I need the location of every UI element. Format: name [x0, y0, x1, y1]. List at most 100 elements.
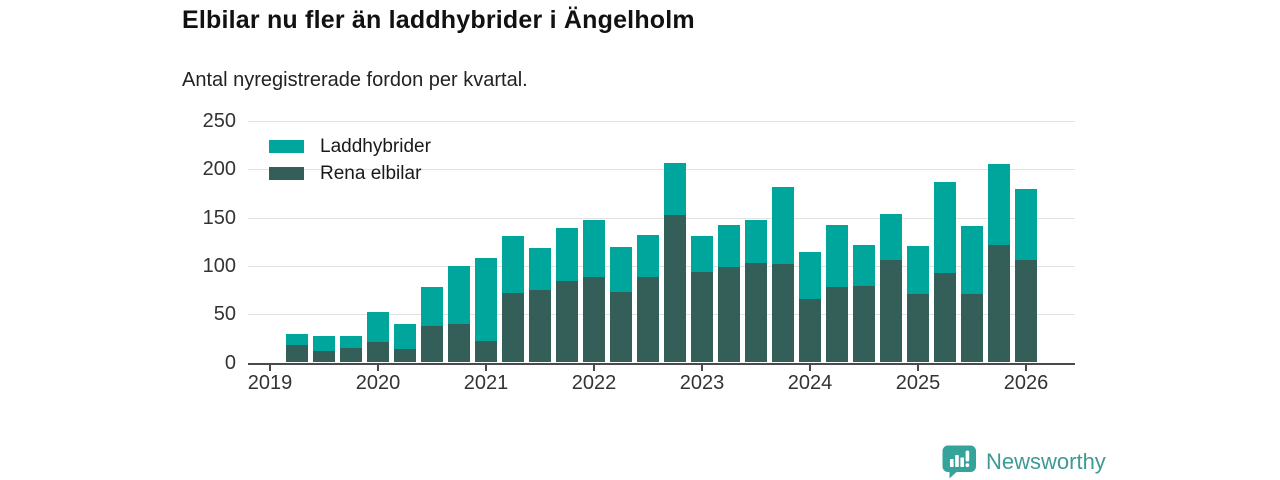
bar-2019-q4: [340, 336, 362, 363]
bar-2019-q2: [286, 333, 308, 363]
segment-laddhybrider: [745, 220, 767, 263]
segment-laddhybrider: [637, 234, 659, 278]
bar-2025-q3: [961, 226, 983, 363]
segment-rena-elbilar: [367, 342, 389, 363]
segment-rena-elbilar: [583, 276, 605, 363]
x-tick-2021: [485, 365, 487, 371]
segment-laddhybrider: [475, 258, 497, 342]
gridline-150: [248, 217, 1075, 219]
segment-rena-elbilar: [637, 277, 659, 363]
bar-2024-q4: [880, 213, 902, 363]
segment-rena-elbilar: [664, 214, 686, 363]
bar-2026-q1: [1015, 188, 1037, 363]
bar-2022-q3: [637, 234, 659, 363]
bar-2024-q3: [853, 244, 875, 363]
x-axis-label-2025: 2025: [895, 372, 941, 394]
bar-2022-q4: [664, 162, 686, 363]
segment-laddhybrider: [583, 220, 605, 277]
segment-rena-elbilar: [880, 260, 902, 363]
bar-2021-q3: [529, 247, 551, 363]
newsworthy-chart-bubble-icon: [942, 445, 976, 479]
bar-2021-q2: [502, 235, 524, 363]
legend-swatch-rena-elbilar: [269, 167, 304, 180]
bar-2023-q4: [772, 186, 794, 363]
segment-rena-elbilar: [610, 291, 632, 363]
segment-rena-elbilar: [529, 290, 551, 363]
x-axis-label-2019: 2019: [247, 372, 293, 394]
segment-laddhybrider: [286, 333, 308, 346]
y-axis-label-50: 50: [213, 303, 236, 326]
segment-rena-elbilar: [1015, 260, 1037, 363]
segment-rena-elbilar: [718, 266, 740, 363]
segment-laddhybrider: [1015, 188, 1037, 261]
chart-title: Elbilar nu fler än laddhybrider i Ängelh…: [182, 6, 695, 34]
segment-rena-elbilar: [421, 325, 443, 363]
x-axis-label-2020: 2020: [355, 372, 401, 394]
segment-laddhybrider: [826, 225, 848, 288]
newsworthy-logo: Newsworthy: [941, 444, 1106, 479]
bar-2023-q3: [745, 220, 767, 363]
x-tick-2023: [701, 365, 703, 371]
x-tick-2022: [593, 365, 595, 371]
segment-laddhybrider: [340, 336, 362, 348]
y-axis-label-150: 150: [202, 206, 236, 229]
segment-laddhybrider: [880, 213, 902, 261]
segment-rena-elbilar: [448, 323, 470, 363]
segment-rena-elbilar: [475, 341, 497, 363]
y-axis-label-250: 250: [202, 110, 236, 132]
gridline-250: [248, 121, 1075, 122]
bar-2022-q1: [583, 220, 605, 363]
segment-laddhybrider: [907, 245, 929, 294]
y-axis-label-0: 0: [224, 351, 236, 374]
x-tick-2019: [269, 365, 271, 371]
bar-2020-q4: [448, 265, 470, 363]
x-tick-2020: [377, 365, 379, 371]
segment-laddhybrider: [448, 265, 470, 324]
segment-rena-elbilar: [772, 263, 794, 363]
bar-2025-q1: [907, 245, 929, 363]
segment-rena-elbilar: [799, 298, 821, 363]
segment-rena-elbilar: [934, 272, 956, 363]
segment-laddhybrider: [664, 162, 686, 215]
segment-laddhybrider: [988, 164, 1010, 245]
x-axis-label-2023: 2023: [679, 372, 725, 394]
segment-rena-elbilar: [340, 347, 362, 363]
bar-2024-q2: [826, 225, 848, 363]
segment-rena-elbilar: [502, 292, 524, 363]
segment-laddhybrider: [367, 312, 389, 343]
segment-rena-elbilar: [907, 293, 929, 363]
bar-2022-q2: [610, 246, 632, 363]
newsworthy-logo-text: Newsworthy: [986, 448, 1106, 474]
bar-2023-q2: [718, 225, 740, 363]
legend-label-rena-elbilar: Rena elbilar: [320, 162, 422, 184]
bar-2023-q1: [691, 235, 713, 363]
bar-2025-q4: [988, 164, 1010, 363]
x-tick-2024: [809, 365, 811, 371]
segment-laddhybrider: [556, 228, 578, 282]
x-axis-label-2021: 2021: [463, 372, 509, 394]
segment-laddhybrider: [718, 225, 740, 267]
legend: Laddhybrider Rena elbilar: [269, 136, 431, 190]
x-axis-label-2026: 2026: [1003, 372, 1049, 394]
segment-laddhybrider: [691, 235, 713, 272]
segment-rena-elbilar: [286, 345, 308, 363]
gridline-200: [248, 169, 1075, 171]
bar-2019-q3: [313, 336, 335, 363]
segment-rena-elbilar: [691, 271, 713, 363]
bar-2021-q1: [475, 258, 497, 363]
bar-2020-q2: [394, 323, 416, 363]
bar-2020-q1: [367, 312, 389, 363]
gridline-100: [248, 265, 1075, 267]
segment-rena-elbilar: [961, 293, 983, 363]
x-tick-2026: [1025, 365, 1027, 371]
bar-2020-q3: [421, 287, 443, 363]
x-axis-line: [248, 362, 1075, 365]
segment-rena-elbilar: [988, 244, 1010, 363]
segment-laddhybrider: [394, 323, 416, 349]
segment-laddhybrider: [313, 336, 335, 351]
segment-rena-elbilar: [313, 350, 335, 363]
legend-item-rena-elbilar: Rena elbilar: [269, 163, 431, 184]
segment-laddhybrider: [799, 252, 821, 299]
